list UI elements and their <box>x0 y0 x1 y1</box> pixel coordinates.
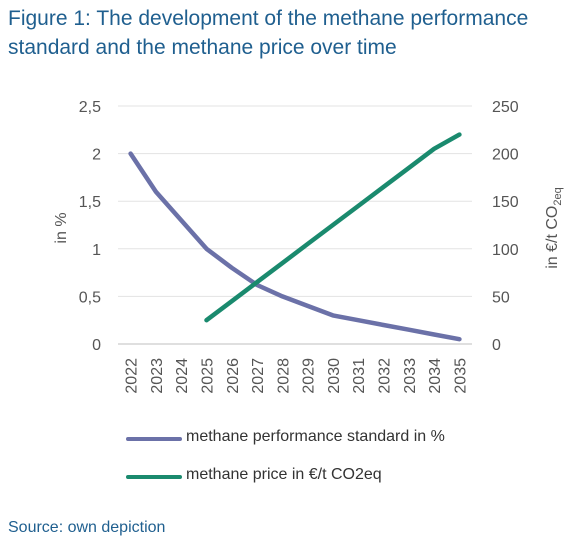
x-tick-label: 2027 <box>250 358 267 394</box>
series-lines <box>128 132 462 342</box>
source-note: Source: own depiction <box>8 519 166 536</box>
x-tick-label: 2028 <box>275 358 292 394</box>
right-tick-label: 50 <box>492 289 510 306</box>
x-tick-label: 2031 <box>351 358 368 394</box>
legend-swatch-performance-standard <box>126 437 182 441</box>
left-tick-label: 0 <box>92 337 101 354</box>
right-axis-ticks: 0 50 100 150 200 250 <box>492 99 519 354</box>
left-axis-title: in % <box>53 212 70 243</box>
right-tick-label: 250 <box>492 99 519 116</box>
x-tick-label: 2022 <box>124 358 141 394</box>
x-tick-label: 2033 <box>402 358 419 394</box>
left-axis-ticks: 0 0,5 1 1,5 2 2,5 <box>79 99 101 354</box>
right-tick-label: 150 <box>492 194 519 211</box>
right-tick-label: 200 <box>492 147 519 164</box>
x-tick-label: 2023 <box>149 358 166 394</box>
gridlines <box>118 105 472 345</box>
left-tick-label: 1 <box>92 242 101 259</box>
x-tick-label: 2029 <box>301 358 318 394</box>
x-tick-label: 2025 <box>200 358 217 394</box>
x-axis-ticks: 2022 2023 2024 2025 2026 2027 2028 2029 2030 2031… <box>124 358 470 394</box>
right-tick-label: 0 <box>492 337 501 354</box>
x-tick-label: 2034 <box>427 358 444 394</box>
series-line-methane-price <box>204 132 462 323</box>
legend-label-methane-price: methane price in €/t CO2eq <box>186 466 382 483</box>
series-line-performance-standard <box>128 151 462 342</box>
x-tick-label: 2030 <box>326 358 343 394</box>
x-tick-label: 2026 <box>225 358 242 394</box>
legend-swatch-methane-price <box>126 475 182 479</box>
left-tick-label: 1,5 <box>79 194 101 211</box>
right-tick-label: 100 <box>492 242 519 259</box>
left-tick-label: 2 <box>92 147 101 164</box>
chart-title: Figure 1: The development of the methane… <box>8 7 529 59</box>
x-tick-label: 2035 <box>452 358 469 394</box>
legend-label-performance-standard: methane performance standard in % <box>186 428 445 445</box>
right-axis-title: in €/t CO2eq <box>544 187 564 269</box>
left-tick-label: 2,5 <box>79 99 101 116</box>
x-tick-label: 2032 <box>377 358 394 394</box>
left-tick-label: 0,5 <box>79 289 101 306</box>
x-tick-label: 2024 <box>174 358 191 394</box>
